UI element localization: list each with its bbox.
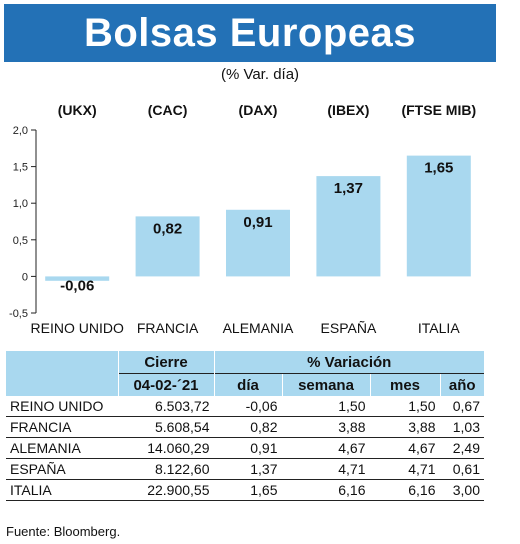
cell-dia: 0,91 [213,437,282,459]
index-label: (DAX) [239,102,278,118]
cell-anio: 0,67 [439,396,484,417]
cell-dia: 1,65 [213,479,282,501]
cell-semana: 4,67 [281,437,370,459]
header-semana: semana [281,373,370,396]
header-anio: año [439,373,484,396]
cell-pais: ITALIA [6,479,118,501]
y-tick-label: 1,5 [13,162,28,174]
title-banner: Bolsas Europeas [4,4,496,62]
header-mes: mes [369,373,440,396]
y-tick-label: 0 [22,271,28,283]
header-dia: día [213,373,282,396]
bar-value-label: -0,06 [60,277,94,294]
category-label: ALEMANIA [223,320,294,336]
data-table: Cierre % Variación 04-02-´21 día semana … [6,351,484,501]
bar-value-label: 1,65 [424,160,453,177]
cell-dia: 0,82 [213,416,282,438]
index-label: (CAC) [148,102,188,118]
cell-pais: REINO UNIDO [6,396,118,417]
table-header-blank [6,351,118,374]
table-row: ITALIA 22.900,55 1,65 6,16 6,16 3,00 [6,479,484,501]
bar-value-label: 1,37 [334,180,363,197]
header-date: 04-02-´21 [117,373,214,396]
cell-cierre: 8.122,60 [117,458,214,480]
cell-dia: 1,37 [213,458,282,480]
bar [316,176,381,277]
y-tick-label: 2,0 [13,125,28,137]
cell-pais: FRANCIA [6,416,118,438]
bar [135,216,200,277]
cell-mes: 4,71 [369,458,440,480]
cell-mes: 4,67 [369,437,440,459]
source-note: Fuente: Bloomberg. [6,524,121,539]
header-variacion: % Variación [213,351,484,374]
bar-value-label: 0,82 [153,220,182,237]
bar [45,276,110,281]
cell-mes: 6,16 [369,479,440,501]
cell-cierre: 14.060,29 [117,437,214,459]
cell-anio: 1,03 [439,416,484,438]
index-label: (IBEX) [327,102,369,118]
chart-subtitle: (% Var. día) [220,66,300,83]
table-row: ALEMANIA 14.060,29 0,91 4,67 4,67 2,49 [6,437,484,459]
cell-anio: 0,61 [439,458,484,480]
table-row: FRANCIA 5.608,54 0,82 3,88 3,88 1,03 [6,416,484,438]
cell-semana: 1,50 [281,396,370,417]
cell-semana: 3,88 [281,416,370,438]
category-label: FRANCIA [137,320,199,336]
table-subheader-blank [6,373,118,396]
bar [226,209,290,277]
cell-semana: 4,71 [281,458,370,480]
index-label: (UKX) [58,102,97,118]
table-header-row: Cierre % Variación [6,351,484,374]
cell-semana: 6,16 [281,479,370,501]
bar-value-label: 0,91 [243,214,272,231]
table-row: ESPAÑA 8.122,60 1,37 4,71 4,71 0,61 [6,458,484,480]
index-label: (FTSE MIB) [401,102,476,118]
cell-cierre: 22.900,55 [117,479,214,501]
cell-dia: -0,06 [213,396,282,417]
cell-pais: ESPAÑA [6,458,118,480]
cell-anio: 3,00 [439,479,484,501]
bar-chart: 2,0 1,5 1,0 0,5 0 -0,5 -0,06 (UKX) REINO UNIDO 0,… [9,102,476,336]
header-cierre: Cierre [117,351,214,374]
cell-mes: 1,50 [369,396,440,417]
table-row: REINO UNIDO 6.503,72 -0,06 1,50 1,50 0,6… [6,396,484,417]
page-title: Bolsas Europeas [83,11,417,55]
category-label: REINO UNIDO [31,320,124,336]
y-tick-label: -0,5 [9,308,28,320]
table-subheader-row: 04-02-´21 día semana mes año [6,373,484,396]
y-tick-label: 1,0 [13,198,28,210]
y-tick-label: 0,5 [13,235,28,247]
category-label: ITALIA [418,320,460,336]
cell-anio: 2,49 [439,437,484,459]
cell-cierre: 6.503,72 [117,396,214,417]
cell-pais: ALEMANIA [6,437,118,459]
cell-mes: 3,88 [369,416,440,438]
bar [406,155,471,277]
category-label: ESPAÑA [321,320,377,336]
cell-cierre: 5.608,54 [117,416,214,438]
